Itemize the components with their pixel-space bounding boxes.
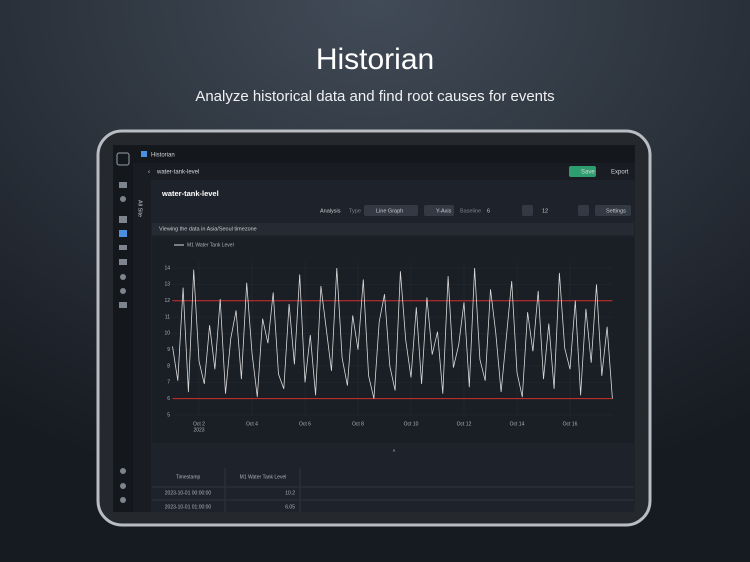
chart-area	[152, 237, 634, 443]
x-tick-label: Oct 14	[510, 421, 525, 427]
legend-label: M1 Water Tank Level	[187, 242, 234, 248]
x-tick-label: Oct 2	[193, 421, 205, 427]
table-cell: 2023-10-01 00:00:00	[165, 490, 212, 496]
section-icon	[141, 151, 147, 157]
settings-button[interactable]	[595, 205, 631, 216]
panel-title: water-tank-level	[161, 189, 219, 198]
nav-icon[interactable]	[119, 302, 127, 308]
x-tick-label: Oct 8	[352, 421, 364, 427]
nav-icon[interactable]	[120, 468, 126, 474]
stepper[interactable]	[522, 205, 533, 216]
table-cell: 2023-10-01 01:00:00	[165, 504, 212, 510]
sidebar-icons	[119, 182, 127, 503]
timezone-note: Viewing the data in Asia/Seoul timezone	[159, 226, 257, 232]
x-tick-label: Oct 4	[246, 421, 258, 427]
type-value[interactable]: Line Graph	[376, 208, 403, 214]
sidebar	[113, 145, 133, 512]
y-tick-label: 9	[167, 347, 170, 353]
analysis[interactable]: Analysis	[320, 208, 341, 214]
y-tick-label: 6	[167, 396, 170, 402]
y-tick-label: 8	[167, 363, 170, 369]
x-tick-label: Oct 16	[563, 421, 578, 427]
nav-icon[interactable]	[119, 259, 127, 265]
table-header: M1 Water Tank Level	[240, 474, 287, 480]
stepper[interactable]	[578, 205, 589, 216]
y-tick-label: 13	[164, 282, 170, 288]
export-label[interactable]: Export	[611, 170, 629, 176]
logo	[116, 152, 130, 166]
nav-icon[interactable]	[119, 216, 127, 223]
nav-icon[interactable]	[120, 497, 126, 503]
type-label: Type	[349, 208, 361, 214]
save-label[interactable]: Save	[581, 170, 595, 176]
nav-icon[interactable]	[120, 483, 126, 489]
save-button[interactable]	[569, 166, 596, 177]
app-header	[133, 145, 635, 163]
nav-icon[interactable]	[119, 182, 127, 188]
nav-icon[interactable]	[120, 196, 126, 202]
y-tick-label: 11	[165, 314, 170, 320]
back-arrow[interactable]: ‹	[148, 170, 150, 176]
settings-label[interactable]: Settings	[606, 208, 626, 214]
table-cell: 6.05	[285, 504, 295, 510]
y-tick-label: 12	[164, 298, 170, 304]
nav-icon[interactable]	[120, 274, 126, 280]
y-axis-button[interactable]	[424, 205, 454, 216]
x-tick-label: Oct 12	[457, 421, 472, 427]
y-tick-label: 7	[167, 380, 170, 386]
nav-icon[interactable]	[119, 245, 127, 250]
nav-icon[interactable]	[119, 230, 127, 237]
x-tick-label: Oct 10	[404, 421, 419, 427]
table-cell: 10.2	[285, 490, 295, 496]
section-title: Historian	[151, 153, 175, 159]
data-line	[172, 268, 613, 399]
y-tick-label: 5	[167, 412, 170, 418]
x-year-label: 2023	[193, 427, 204, 433]
y-axis-label[interactable]: Y-Axis	[436, 208, 452, 214]
table-header: Timestamp	[176, 474, 201, 480]
hero-title: Historian	[316, 43, 434, 76]
breadcrumb[interactable]: water-tank-level	[156, 170, 199, 176]
breadcrumb-bar	[133, 163, 635, 180]
collapse-toggle[interactable]: ^	[393, 449, 396, 455]
data-table: Timestamp M1 Water Tank Level 2023-10-01…	[152, 468, 634, 512]
y-tick-label: 10	[164, 331, 170, 337]
timezone-bar	[152, 223, 634, 235]
y-tick-label: 14	[164, 265, 170, 271]
hero-subtitle: Analyze historical data and find root ca…	[195, 88, 554, 105]
x-tick-label: Oct 6	[299, 421, 311, 427]
baseline-low[interactable]: 6	[487, 208, 490, 214]
baseline-label: Baseline	[460, 208, 481, 214]
side-tab[interactable]: All Site	[137, 200, 143, 217]
side-panel	[133, 180, 151, 512]
type-select[interactable]	[364, 205, 418, 216]
nav-icon[interactable]	[120, 288, 126, 294]
baseline-high[interactable]: 12	[542, 208, 548, 214]
